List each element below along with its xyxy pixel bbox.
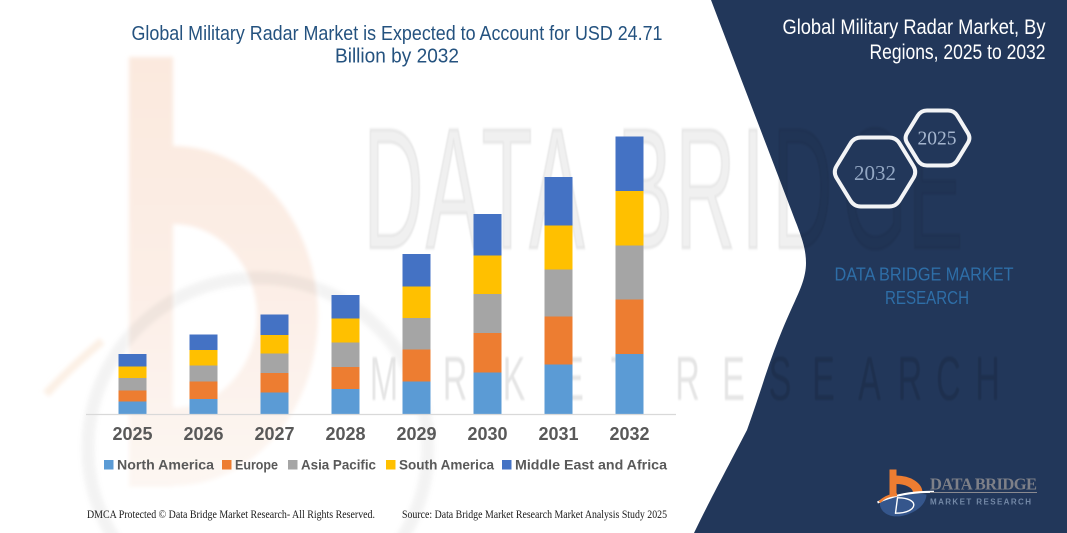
svg-text:Europe: Europe bbox=[235, 458, 278, 473]
svg-text:2025: 2025 bbox=[112, 424, 152, 444]
svg-text:RESEARCH: RESEARCH bbox=[885, 288, 969, 308]
svg-text:Billion by 2032: Billion by 2032 bbox=[335, 44, 459, 67]
svg-text:DMCA Protected © Data Bridge M: DMCA Protected © Data Bridge Market Rese… bbox=[87, 507, 375, 521]
svg-text:2032: 2032 bbox=[609, 424, 649, 444]
svg-text:2027: 2027 bbox=[254, 424, 294, 444]
svg-text:Asia Pacific: Asia Pacific bbox=[301, 458, 376, 473]
svg-text:South America: South America bbox=[399, 458, 494, 473]
svg-text:Middle East and Africa: Middle East and Africa bbox=[515, 458, 667, 473]
svg-text:2031: 2031 bbox=[538, 424, 578, 444]
svg-text:2030: 2030 bbox=[467, 424, 507, 444]
svg-text:2029: 2029 bbox=[396, 424, 436, 444]
svg-text:Global Military Radar Market i: Global Military Radar Market is Expected… bbox=[132, 22, 663, 45]
svg-text:MARKET RESEARCH: MARKET RESEARCH bbox=[930, 498, 1034, 507]
svg-text:DATA BRIDGE: DATA BRIDGE bbox=[930, 475, 1037, 494]
svg-text:Global Military Radar Market,: Global Military Radar Market, By bbox=[783, 16, 1046, 39]
svg-text:Regions, 2025 to 2032: Regions, 2025 to 2032 bbox=[870, 41, 1046, 64]
svg-text:DATA BRIDGE MARKET: DATA BRIDGE MARKET bbox=[835, 264, 1014, 284]
svg-text:2032: 2032 bbox=[854, 161, 896, 185]
svg-text:2026: 2026 bbox=[183, 424, 223, 444]
svg-text:Source: Data Bridge Market Res: Source: Data Bridge Market Research Mark… bbox=[402, 507, 667, 521]
svg-text:2028: 2028 bbox=[325, 424, 365, 444]
svg-text:North America: North America bbox=[117, 458, 214, 473]
svg-text:2025: 2025 bbox=[918, 129, 957, 150]
